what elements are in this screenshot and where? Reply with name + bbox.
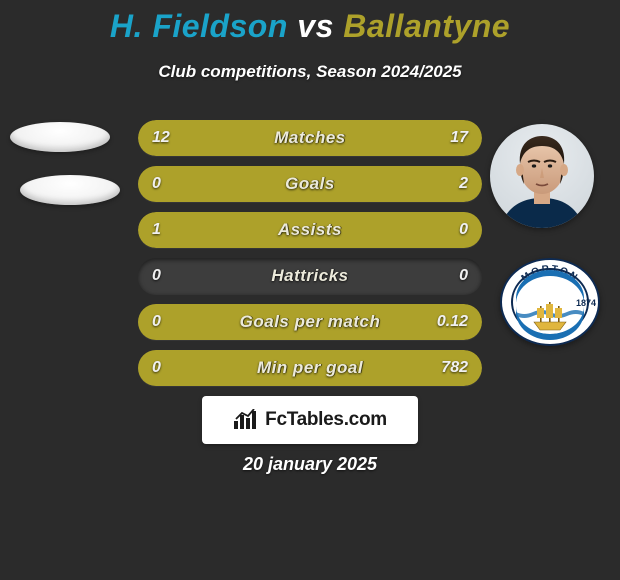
right-club-crest: MORTON 1874 <box>500 258 600 346</box>
title-vs: vs <box>297 8 334 44</box>
stat-row: 10Assists <box>138 212 482 248</box>
footer-brand-text: FcTables.com <box>265 409 387 431</box>
stat-label: Hattricks <box>138 258 482 294</box>
right-player-avatar <box>490 124 594 228</box>
title-player-right: Ballantyne <box>343 8 510 44</box>
stat-row: 00Hattricks <box>138 258 482 294</box>
subtitle: Club competitions, Season 2024/2025 <box>0 62 620 82</box>
left-player-avatar-placeholder <box>10 122 110 152</box>
stat-label: Min per goal <box>138 350 482 386</box>
footer-brand-prefix: Fc <box>265 409 287 430</box>
stat-label: Matches <box>138 120 482 156</box>
title-player-left: H. Fieldson <box>110 8 288 44</box>
stat-row: 0782Min per goal <box>138 350 482 386</box>
stat-label: Goals <box>138 166 482 202</box>
footer-brand-badge: FcTables.com <box>202 396 418 444</box>
stat-row: 02Goals <box>138 166 482 202</box>
stats-bars: 1217Matches 02Goals 10Assists 00Hattricks 00… <box>138 120 482 396</box>
bar-chart-icon <box>233 409 259 431</box>
stat-row: 00.12Goals per match <box>138 304 482 340</box>
stat-label: Goals per match <box>138 304 482 340</box>
crest-year: 1874 <box>576 298 596 308</box>
footer-brand-suffix: Tables.com <box>287 409 387 430</box>
left-club-crest-placeholder <box>20 175 120 205</box>
date-text: 20 january 2025 <box>0 454 620 475</box>
stat-row: 1217Matches <box>138 120 482 156</box>
stat-label: Assists <box>138 212 482 248</box>
page-title: H. Fieldson vs Ballantyne <box>0 8 620 45</box>
